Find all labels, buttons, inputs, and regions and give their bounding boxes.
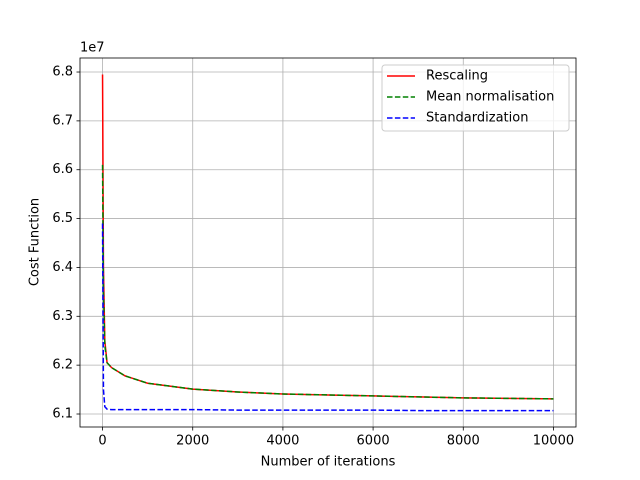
y-tick-label: 6.7 (52, 113, 73, 128)
x-axis-label: Number of iterations (261, 455, 396, 470)
y-tick-label: 6.6 (52, 162, 73, 177)
legend-label: Mean normalisation (426, 90, 554, 105)
legend-label: Rescaling (426, 69, 488, 84)
axes-frame (79, 57, 577, 428)
x-tick-label: 8000 (447, 434, 480, 449)
x-tick-label: 10000 (533, 434, 574, 449)
x-tick-label: 0 (98, 434, 106, 449)
y-tick-label: 6.3 (52, 309, 73, 324)
legend-box (381, 64, 570, 132)
y-tick-label: 6.4 (52, 260, 73, 275)
x-tick-label: 2000 (176, 434, 209, 449)
y-tick-label: 6.8 (52, 65, 73, 80)
legend-label: Standardization (426, 111, 528, 126)
line-series (101, 164, 554, 400)
y-tick-label: 6.2 (52, 358, 73, 373)
y-axis-label: Cost Function (28, 198, 43, 286)
x-tick-label: 6000 (357, 434, 390, 449)
y-tick-label: 6.1 (52, 407, 73, 422)
x-tick-label: 4000 (266, 434, 299, 449)
line-series (101, 223, 554, 412)
y-tick-label: 6.5 (52, 211, 73, 226)
y-offset-text: 1e7 (80, 41, 105, 56)
